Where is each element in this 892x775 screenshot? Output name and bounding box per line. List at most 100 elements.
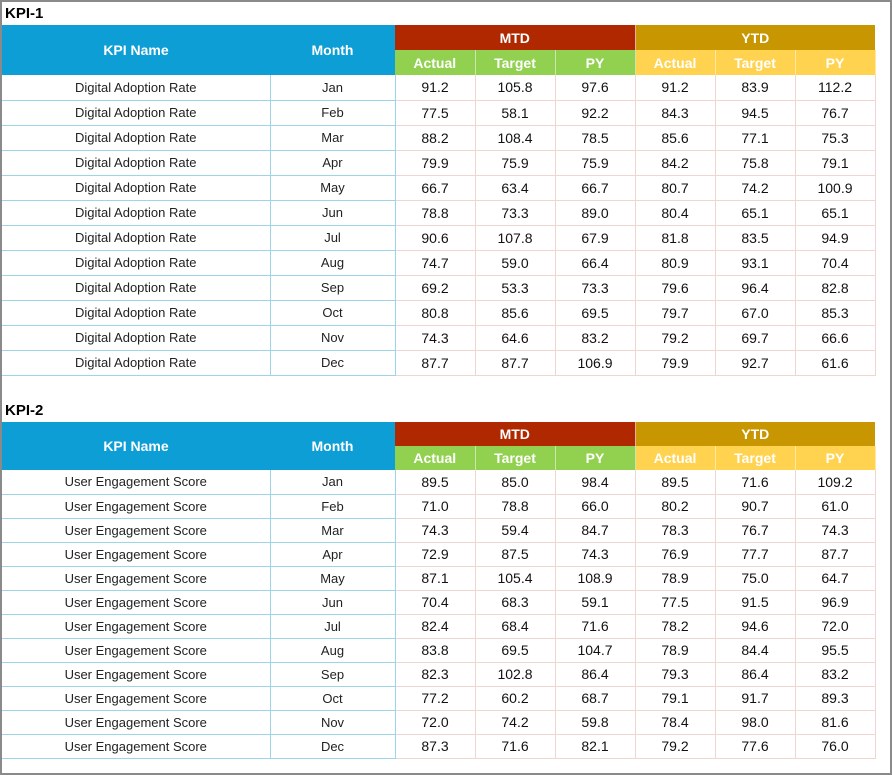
mtd-py-cell[interactable]: 108.9 (555, 566, 636, 591)
ytd-py-cell[interactable]: 94.9 (795, 225, 876, 251)
month-cell[interactable]: Oct (270, 686, 396, 711)
mtd-target-cell[interactable]: 105.4 (475, 566, 556, 591)
ytd-actual-cell[interactable]: 79.2 (635, 325, 716, 351)
mtd-actual-cell[interactable]: 77.2 (395, 686, 476, 711)
mtd-actual-cell[interactable]: 69.2 (395, 275, 476, 301)
mtd-actual-cell[interactable]: 83.8 (395, 638, 476, 663)
ytd-py-cell[interactable]: 85.3 (795, 300, 876, 326)
ytd-py-cell[interactable]: 66.6 (795, 325, 876, 351)
ytd-target-cell[interactable]: 86.4 (715, 662, 796, 687)
mtd-target-cell[interactable]: 59.4 (475, 518, 556, 543)
mtd-py-cell[interactable]: 66.7 (555, 175, 636, 201)
mtd-actual-cell[interactable]: 72.9 (395, 542, 476, 567)
ytd-actual-cell[interactable]: 76.9 (635, 542, 716, 567)
mtd-actual-cell[interactable]: 87.1 (395, 566, 476, 591)
month-cell[interactable]: May (270, 566, 396, 591)
ytd-py-cell[interactable]: 81.6 (795, 710, 876, 735)
ytd-target-cell[interactable]: 84.4 (715, 638, 796, 663)
ytd-target-cell[interactable]: 77.7 (715, 542, 796, 567)
month-cell[interactable]: Jun (270, 200, 396, 226)
kpi-name-cell[interactable]: User Engagement Score (2, 590, 271, 615)
mtd-actual-cell[interactable]: 66.7 (395, 175, 476, 201)
mtd-actual-cell[interactable]: 89.5 (395, 470, 476, 495)
mtd-actual-cell[interactable]: 87.3 (395, 734, 476, 759)
ytd-actual-cell[interactable]: 79.6 (635, 275, 716, 301)
mtd-target-cell[interactable]: 108.4 (475, 125, 556, 151)
ytd-target-cell[interactable]: 94.6 (715, 614, 796, 639)
ytd-py-cell[interactable]: 83.2 (795, 662, 876, 687)
kpi-name-cell[interactable]: Digital Adoption Rate (2, 300, 271, 326)
ytd-actual-cell[interactable]: 84.2 (635, 150, 716, 176)
ytd-py-cell[interactable]: 96.9 (795, 590, 876, 615)
mtd-target-cell[interactable]: 75.9 (475, 150, 556, 176)
ytd-target-cell[interactable]: 91.5 (715, 590, 796, 615)
month-cell[interactable]: Mar (270, 518, 396, 543)
kpi-name-cell[interactable]: User Engagement Score (2, 614, 271, 639)
mtd-target-cell[interactable]: 87.7 (475, 350, 556, 376)
mtd-target-cell[interactable]: 105.8 (475, 75, 556, 101)
ytd-actual-cell[interactable]: 91.2 (635, 75, 716, 101)
mtd-actual-cell[interactable]: 70.4 (395, 590, 476, 615)
ytd-py-cell[interactable]: 64.7 (795, 566, 876, 591)
month-cell[interactable]: Oct (270, 300, 396, 326)
kpi-name-cell[interactable]: Digital Adoption Rate (2, 125, 271, 151)
month-cell[interactable]: Dec (270, 734, 396, 759)
ytd-target-cell[interactable]: 65.1 (715, 200, 796, 226)
mtd-target-cell[interactable]: 69.5 (475, 638, 556, 663)
ytd-target-cell[interactable]: 94.5 (715, 100, 796, 126)
mtd-target-cell[interactable]: 73.3 (475, 200, 556, 226)
mtd-py-cell[interactable]: 106.9 (555, 350, 636, 376)
mtd-actual-cell[interactable]: 79.9 (395, 150, 476, 176)
ytd-target-cell[interactable]: 91.7 (715, 686, 796, 711)
month-cell[interactable]: Apr (270, 542, 396, 567)
month-cell[interactable]: Jul (270, 614, 396, 639)
month-cell[interactable]: Sep (270, 662, 396, 687)
kpi-name-cell[interactable]: Digital Adoption Rate (2, 150, 271, 176)
mtd-actual-cell[interactable]: 88.2 (395, 125, 476, 151)
ytd-target-cell[interactable]: 67.0 (715, 300, 796, 326)
ytd-actual-cell[interactable]: 78.9 (635, 566, 716, 591)
mtd-actual-cell[interactable]: 82.3 (395, 662, 476, 687)
month-cell[interactable]: Aug (270, 250, 396, 276)
kpi-name-cell[interactable]: Digital Adoption Rate (2, 350, 271, 376)
month-cell[interactable]: Mar (270, 125, 396, 151)
mtd-target-cell[interactable]: 60.2 (475, 686, 556, 711)
ytd-actual-cell[interactable]: 80.9 (635, 250, 716, 276)
mtd-py-cell[interactable]: 89.0 (555, 200, 636, 226)
mtd-py-cell[interactable]: 86.4 (555, 662, 636, 687)
mtd-py-cell[interactable]: 97.6 (555, 75, 636, 101)
ytd-target-cell[interactable]: 69.7 (715, 325, 796, 351)
kpi-name-cell[interactable]: User Engagement Score (2, 686, 271, 711)
ytd-target-cell[interactable]: 83.9 (715, 75, 796, 101)
ytd-py-cell[interactable]: 89.3 (795, 686, 876, 711)
month-cell[interactable]: Feb (270, 100, 396, 126)
mtd-target-cell[interactable]: 53.3 (475, 275, 556, 301)
mtd-target-cell[interactable]: 71.6 (475, 734, 556, 759)
ytd-actual-cell[interactable]: 78.9 (635, 638, 716, 663)
ytd-actual-cell[interactable]: 79.1 (635, 686, 716, 711)
ytd-py-cell[interactable]: 61.6 (795, 350, 876, 376)
ytd-actual-cell[interactable]: 80.2 (635, 494, 716, 519)
ytd-actual-cell[interactable]: 80.4 (635, 200, 716, 226)
kpi-name-cell[interactable]: User Engagement Score (2, 518, 271, 543)
ytd-py-cell[interactable]: 65.1 (795, 200, 876, 226)
mtd-target-cell[interactable]: 87.5 (475, 542, 556, 567)
kpi-name-cell[interactable]: Digital Adoption Rate (2, 175, 271, 201)
month-cell[interactable]: Apr (270, 150, 396, 176)
mtd-target-cell[interactable]: 68.4 (475, 614, 556, 639)
kpi-name-cell[interactable]: User Engagement Score (2, 470, 271, 495)
ytd-target-cell[interactable]: 71.6 (715, 470, 796, 495)
kpi-name-cell[interactable]: User Engagement Score (2, 494, 271, 519)
mtd-py-cell[interactable]: 84.7 (555, 518, 636, 543)
month-cell[interactable]: Aug (270, 638, 396, 663)
ytd-py-cell[interactable]: 82.8 (795, 275, 876, 301)
ytd-py-cell[interactable]: 74.3 (795, 518, 876, 543)
ytd-actual-cell[interactable]: 80.7 (635, 175, 716, 201)
mtd-actual-cell[interactable]: 82.4 (395, 614, 476, 639)
ytd-actual-cell[interactable]: 78.3 (635, 518, 716, 543)
kpi-name-cell[interactable]: User Engagement Score (2, 566, 271, 591)
month-cell[interactable]: May (270, 175, 396, 201)
ytd-py-cell[interactable]: 95.5 (795, 638, 876, 663)
mtd-actual-cell[interactable]: 72.0 (395, 710, 476, 735)
mtd-actual-cell[interactable]: 74.3 (395, 518, 476, 543)
